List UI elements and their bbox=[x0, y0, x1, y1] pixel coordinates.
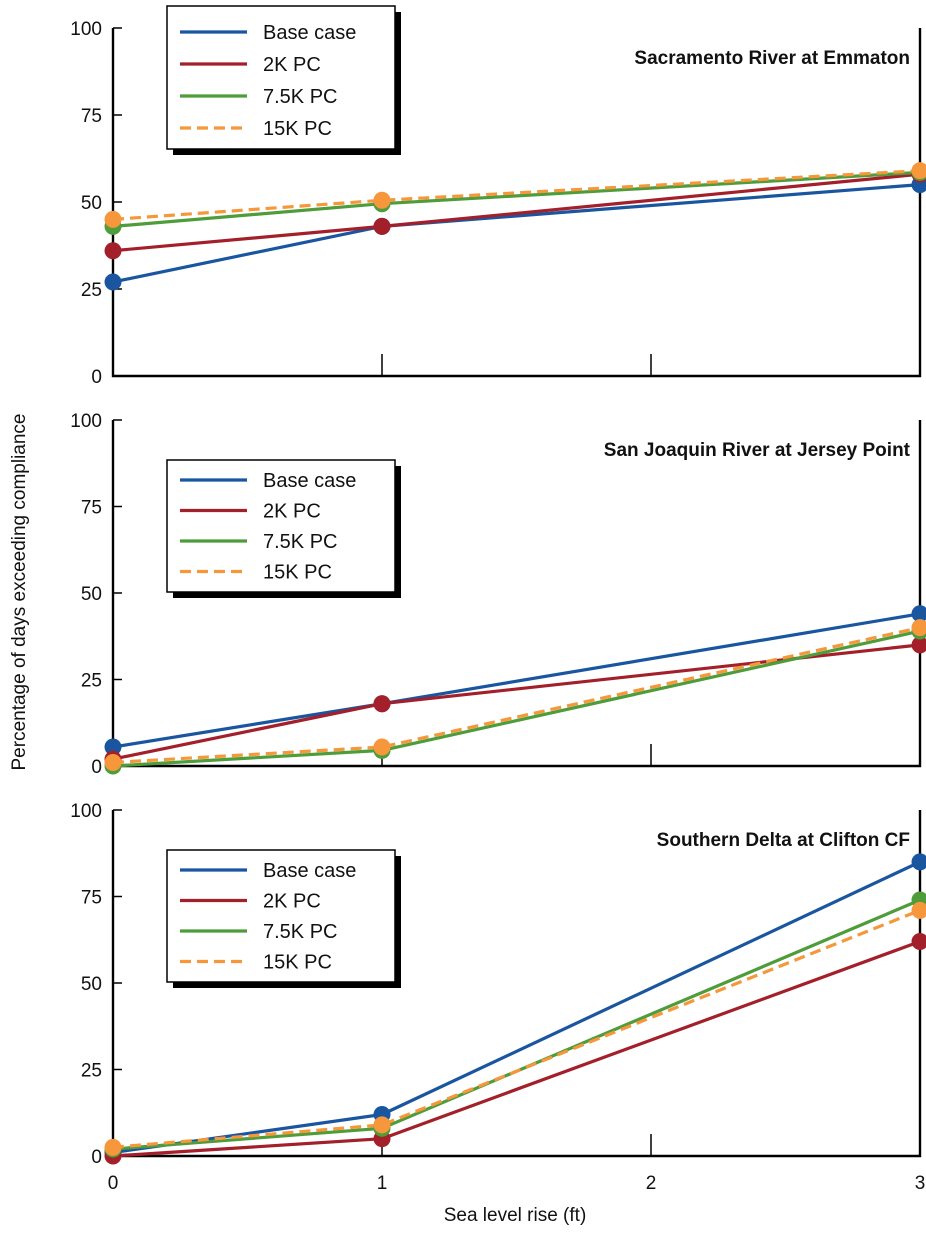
data-point bbox=[374, 192, 391, 209]
x-tick-label: 3 bbox=[915, 1173, 926, 1194]
legend-label: 15K PC bbox=[263, 118, 332, 140]
data-point bbox=[374, 218, 391, 235]
data-point bbox=[105, 1139, 122, 1156]
legend-label: 15K PC bbox=[263, 562, 332, 584]
legend-label: 2K PC bbox=[263, 54, 321, 76]
y-tick-label: 100 bbox=[70, 411, 102, 432]
legend-label: Base case bbox=[263, 470, 356, 492]
series-line bbox=[113, 645, 920, 759]
panel-1: 0 25 50 75 100 Sacramento River at Emmaton Bas… bbox=[70, 6, 926, 388]
y-tick-label: 50 bbox=[81, 193, 102, 214]
legend-label: 15K PC bbox=[263, 952, 332, 974]
y-tick-label: 0 bbox=[91, 367, 102, 388]
series-line bbox=[113, 614, 920, 747]
y-tick-label: 50 bbox=[81, 584, 102, 605]
panel-title: Sacramento River at Emmaton bbox=[634, 48, 910, 69]
series-line bbox=[113, 172, 920, 226]
data-point bbox=[105, 754, 122, 771]
legend-label: Base case bbox=[263, 860, 356, 882]
series-line bbox=[113, 185, 920, 282]
y-tick-label: 25 bbox=[81, 280, 102, 301]
panel-title: San Joaquin River at Jersey Point bbox=[604, 440, 911, 461]
y-tick-label: 75 bbox=[81, 498, 102, 519]
legend: Base case 2K PC 7.5K PC 15K PC bbox=[167, 6, 401, 155]
y-tick-label: 100 bbox=[70, 801, 102, 822]
y-tick-label: 0 bbox=[91, 757, 102, 778]
legend-label: 7.5K PC bbox=[263, 86, 337, 108]
legend-label: 2K PC bbox=[263, 501, 321, 523]
y-axis-title: Percentage of days exceeding compliance bbox=[9, 413, 30, 770]
x-axis-title: Sea level rise (ft) bbox=[444, 1205, 587, 1226]
x-tick-label: 1 bbox=[377, 1173, 388, 1194]
y-tick-label: 25 bbox=[81, 1061, 102, 1082]
x-tick-label: 2 bbox=[646, 1173, 657, 1194]
y-tick-label: 100 bbox=[70, 19, 102, 40]
data-point bbox=[105, 211, 122, 228]
series-line bbox=[113, 631, 920, 766]
data-point bbox=[912, 853, 926, 870]
legend-label: 2K PC bbox=[263, 891, 321, 913]
y-tick-label: 50 bbox=[81, 974, 102, 995]
data-point bbox=[374, 695, 391, 712]
legend: Base case 2K PC 7.5K PC 15K PC bbox=[167, 460, 401, 598]
data-point bbox=[105, 274, 122, 291]
y-tick-label: 75 bbox=[81, 106, 102, 127]
panel-3: 0 25 50 75 100 Southern Delta at Clifton CF Ba… bbox=[70, 801, 926, 1194]
x-tick-label: 0 bbox=[108, 1173, 119, 1194]
legend-label: 7.5K PC bbox=[263, 921, 337, 943]
data-point bbox=[374, 738, 391, 755]
y-tick-label: 25 bbox=[81, 671, 102, 692]
series-line bbox=[113, 174, 920, 251]
series-line bbox=[113, 628, 920, 763]
legend-label: Base case bbox=[263, 22, 356, 44]
data-point bbox=[912, 933, 926, 950]
panel-title: Southern Delta at Clifton CF bbox=[657, 830, 910, 851]
legend-label: 7.5K PC bbox=[263, 531, 337, 553]
data-point bbox=[105, 242, 122, 259]
y-tick-label: 75 bbox=[81, 888, 102, 909]
panel-2: 0 25 50 75 100 San Joaquin River at Jersey Po… bbox=[70, 411, 926, 778]
y-tick-label: 0 bbox=[91, 1147, 102, 1168]
data-point bbox=[374, 1116, 391, 1133]
legend: Base case 2K PC 7.5K PC 15K PC bbox=[167, 850, 401, 988]
